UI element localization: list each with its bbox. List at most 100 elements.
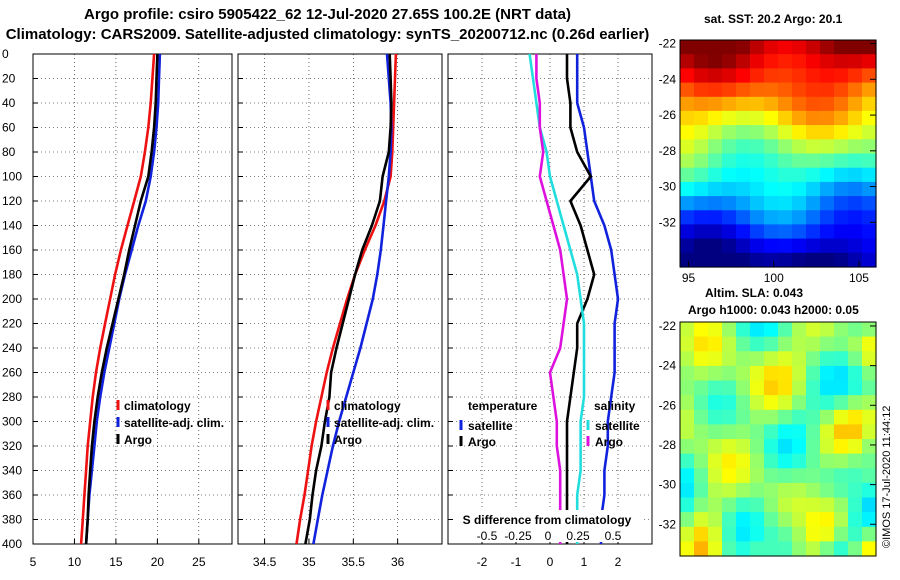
map-cell	[848, 252, 863, 268]
map-cell	[680, 526, 695, 542]
map-cell	[834, 96, 849, 112]
map-cell	[862, 110, 877, 126]
map-cell	[848, 526, 863, 542]
map-cell	[750, 439, 765, 455]
map-cell	[736, 252, 751, 268]
map-cell	[736, 453, 751, 469]
map-cell	[862, 424, 877, 440]
map-cell	[862, 40, 877, 55]
map-cell	[736, 468, 751, 484]
map-x-tick-label: 95	[682, 271, 696, 285]
map-cell	[834, 40, 849, 55]
map-cell	[792, 409, 807, 425]
map-cell	[806, 482, 821, 499]
map-cell	[694, 526, 709, 542]
map-cell	[694, 395, 709, 411]
map-cell	[806, 380, 821, 396]
map-cell	[862, 210, 877, 226]
panel-frame	[32, 53, 233, 545]
map-cell	[708, 181, 723, 197]
depth-tick-label: 280	[2, 390, 22, 404]
map-cell	[848, 167, 863, 183]
map-cell	[750, 395, 765, 411]
map-cell	[820, 395, 835, 411]
map-cell	[750, 96, 765, 112]
map-cell	[680, 252, 695, 268]
map-cell	[680, 224, 695, 240]
map-cell	[834, 395, 849, 411]
depth-tick-label: 20	[2, 72, 16, 86]
map-cell	[764, 181, 779, 197]
map-cell	[820, 110, 835, 126]
map-cell	[848, 153, 863, 169]
depth-tick-label: 300	[2, 415, 22, 429]
map-cell	[736, 139, 751, 155]
map-cell	[862, 482, 877, 499]
map-cell	[792, 439, 807, 455]
x-tick-label: 0	[547, 555, 554, 569]
map-cell	[778, 512, 793, 528]
map-cell	[806, 497, 821, 513]
map-cell	[750, 512, 765, 528]
map-cell	[806, 252, 821, 268]
series-line-climatology	[295, 53, 398, 545]
sla-map: -22 -24 -26 -28 -30 -32	[659, 319, 877, 557]
map-cell	[736, 497, 751, 513]
map-cell	[708, 82, 723, 98]
map-cell	[820, 453, 835, 469]
map-cell	[848, 380, 863, 396]
map-cell	[764, 336, 779, 352]
map-cell	[792, 96, 807, 112]
map-y-tick-label: -28	[659, 438, 677, 452]
map-cell	[694, 125, 709, 140]
map-cell	[764, 497, 779, 513]
map-cell	[750, 167, 765, 183]
map-cell	[764, 409, 779, 425]
map-cell	[680, 336, 695, 352]
map-cell	[680, 96, 695, 112]
map-cell	[778, 238, 793, 254]
map-cell	[862, 224, 877, 240]
map-cell	[820, 424, 835, 440]
depth-tick-label: 320	[2, 439, 22, 453]
map-cell	[750, 110, 765, 126]
map-cell	[806, 210, 821, 226]
map-cell	[750, 365, 765, 382]
map-cell	[694, 512, 709, 528]
depth-tick-label: 180	[2, 268, 22, 282]
map-cell	[848, 68, 863, 84]
map-y-tick-label: -30	[659, 180, 677, 194]
map-cell	[680, 68, 695, 84]
map-cell	[736, 409, 751, 425]
map-cell	[680, 512, 695, 528]
map-cell	[862, 139, 877, 155]
map-cell	[722, 181, 737, 197]
depth-axis: 0 20 40 60 80 100 120 140 160 180 200 220 240 260 280 3…	[2, 47, 22, 551]
map-cell	[680, 110, 695, 126]
sla-map-title-line1: Altim. SLA: 0.043	[705, 286, 804, 300]
map-cell	[750, 336, 765, 352]
map-cell	[862, 512, 877, 528]
map-cell	[792, 482, 807, 499]
map-frame	[679, 321, 877, 557]
map-cell	[778, 224, 793, 240]
map-cell	[764, 395, 779, 411]
map-cell	[834, 224, 849, 240]
map-cell	[736, 224, 751, 240]
legend-label-salinity-argo: Argo	[595, 435, 623, 449]
map-cell	[778, 322, 793, 338]
depth-tick-label: 60	[2, 121, 16, 135]
map-cell	[820, 365, 835, 382]
sla-map-title-line2: Argo h1000: 0.043 h2000: 0.05	[688, 303, 859, 317]
map-cell	[764, 512, 779, 528]
map-cell	[792, 153, 807, 169]
map-cell	[750, 453, 765, 469]
map-cell	[750, 482, 765, 499]
map-cell	[792, 526, 807, 542]
map-cell	[820, 252, 835, 268]
map-cell	[834, 541, 849, 557]
legend-label-climatology: climatology	[124, 399, 191, 413]
legend-label-temperature-satellite: satellite	[468, 419, 513, 433]
map-cell	[722, 497, 737, 513]
